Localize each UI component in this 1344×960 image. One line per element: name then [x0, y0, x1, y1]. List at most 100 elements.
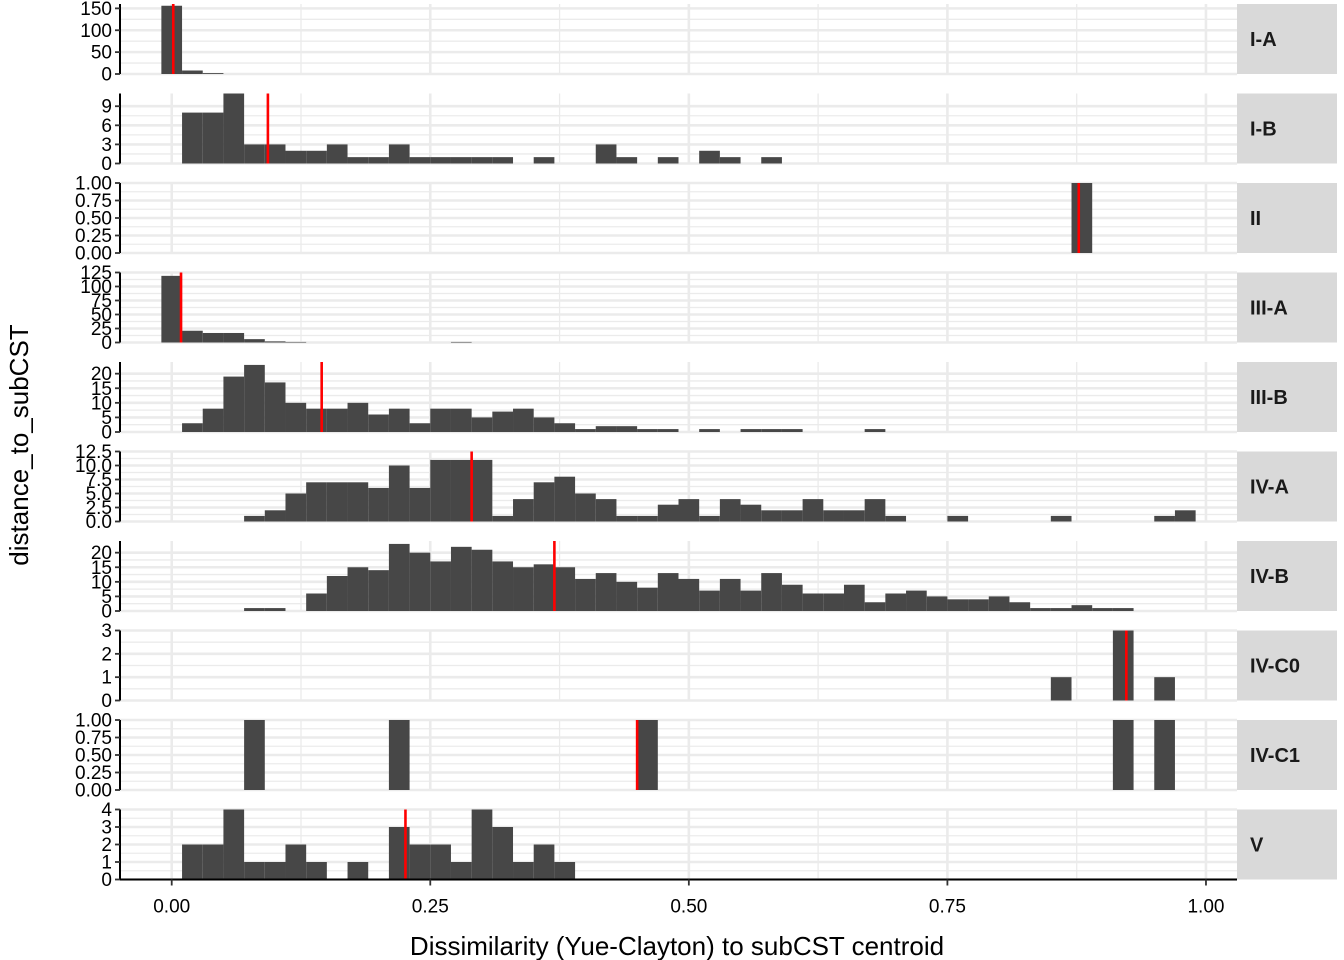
- y-tick-label: 20: [91, 543, 112, 564]
- facet-panel-iv-a: 0.02.55.07.510.012.5 IV-A: [75, 442, 1337, 533]
- histogram-bar: [202, 112, 224, 164]
- panel-background: [120, 4, 1237, 74]
- y-tick-label: 0.0: [86, 512, 112, 533]
- histogram-bar: [719, 157, 741, 164]
- histogram-bar: [554, 567, 576, 611]
- histogram-bar: [388, 465, 410, 522]
- histogram-bar: [223, 332, 245, 343]
- histogram-bar: [471, 459, 493, 522]
- histogram-bar: [202, 844, 224, 880]
- histogram-bar: [368, 487, 389, 522]
- histogram-bar: [843, 584, 865, 611]
- histogram-bar: [471, 417, 493, 432]
- facet-strip: [1237, 183, 1337, 253]
- histogram-bar: [988, 596, 1010, 611]
- y-tick-label: 100: [80, 21, 112, 42]
- facet-strip: [1237, 451, 1337, 522]
- histogram-bar: [244, 608, 265, 611]
- histogram-bar: [575, 429, 596, 432]
- histogram-bar: [657, 429, 679, 432]
- y-tick-label: 5.0: [86, 484, 112, 505]
- y-tick-label: 3: [101, 135, 112, 156]
- facet-strip-label: IV-C0: [1250, 656, 1300, 678]
- histogram-bar: [326, 408, 348, 432]
- histogram-bar: [285, 150, 307, 164]
- y-tick-label: 9: [101, 97, 112, 118]
- facet-strip: [1237, 93, 1337, 164]
- histogram-bar: [182, 112, 203, 164]
- histogram-bar: [409, 844, 431, 880]
- histogram-bar: [326, 482, 348, 522]
- facet-strip-label: III-B: [1250, 387, 1288, 409]
- y-tick-label: 0.50: [75, 746, 112, 767]
- y-tick-label: 50: [91, 305, 112, 326]
- histogram-bar: [182, 70, 203, 74]
- histogram-bar: [761, 157, 782, 164]
- histogram-bar: [575, 493, 596, 522]
- histogram-bar: [285, 493, 307, 522]
- facet-strip-label: I-A: [1250, 29, 1277, 51]
- histogram-bar: [1154, 720, 1175, 790]
- histogram-bar: [533, 844, 555, 880]
- histogram-bar: [533, 564, 555, 611]
- facet-panel-ii: 0.000.250.500.751.00 II: [75, 174, 1337, 265]
- histogram-bar: [657, 573, 679, 611]
- histogram-bar: [285, 844, 307, 880]
- histogram-bar: [699, 515, 720, 522]
- histogram-bar: [885, 593, 907, 611]
- histogram-bar: [595, 573, 617, 611]
- histogram-bar: [513, 499, 534, 522]
- histogram-bar: [947, 515, 969, 522]
- histogram-bar: [388, 408, 410, 432]
- histogram-bar: [430, 561, 451, 611]
- histogram-bar: [161, 275, 183, 343]
- histogram-bar: [409, 487, 431, 522]
- histogram-bar: [1092, 608, 1113, 611]
- histogram-bar: [244, 720, 265, 790]
- histogram-bar: [492, 411, 514, 432]
- histogram-bar: [802, 499, 824, 522]
- histogram-bar: [388, 543, 410, 611]
- y-tick-label: 75: [91, 291, 112, 312]
- histogram-bar: [761, 573, 782, 611]
- y-tick-label: 20: [91, 364, 112, 385]
- histogram-bar: [699, 590, 720, 611]
- histogram-bar: [264, 608, 286, 611]
- y-tick-label: 1.00: [75, 174, 112, 195]
- histogram-bar: [264, 510, 286, 522]
- y-tick-label: 0.75: [75, 728, 112, 749]
- histogram-bar: [471, 157, 493, 164]
- histogram-bar: [388, 720, 410, 790]
- facet-panel-iv-c0: 01 23 IV-C0: [101, 621, 1337, 712]
- histogram-bar: [430, 157, 451, 164]
- histogram-bar: [1009, 602, 1031, 611]
- y-tick-label: 0.25: [75, 763, 112, 784]
- facet-strip-label: III-A: [1250, 298, 1288, 320]
- histogram-bar: [202, 332, 224, 343]
- histogram-bar: [182, 844, 203, 880]
- y-tick-label: 0: [101, 691, 112, 712]
- histogram-bar: [513, 862, 534, 880]
- histogram-bar: [1071, 183, 1093, 253]
- histogram-bar: [492, 515, 514, 522]
- histogram-bar: [616, 581, 638, 611]
- y-tick-label: 0: [101, 154, 112, 175]
- histogram-bar: [885, 515, 907, 522]
- facet-strip: [1237, 630, 1337, 701]
- y-tick-label: 5: [101, 408, 112, 429]
- histogram-bar: [761, 429, 782, 432]
- histogram-bar: [781, 584, 803, 611]
- histogram-bar: [616, 426, 638, 432]
- histogram-bar: [616, 157, 638, 164]
- facet-panel-iv-c1: 0.000.250.500.751.00 IV-C1: [75, 711, 1337, 802]
- histogram-bar: [244, 144, 265, 164]
- histogram-bar: [823, 593, 844, 611]
- histogram-bar: [264, 862, 286, 880]
- histogram-bar: [781, 510, 803, 522]
